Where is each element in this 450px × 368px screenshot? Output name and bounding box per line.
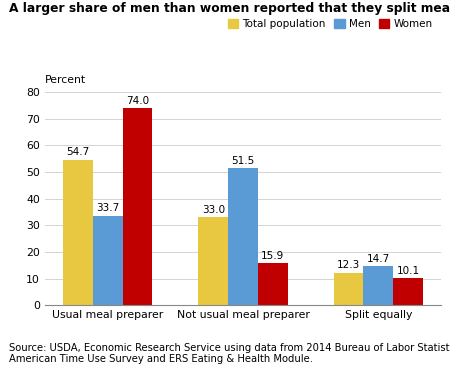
Text: 33.0: 33.0	[202, 205, 225, 215]
Text: 54.7: 54.7	[66, 147, 90, 158]
Bar	[228, 168, 258, 305]
Text: 10.1: 10.1	[396, 266, 420, 276]
Bar	[63, 159, 93, 305]
Text: 33.7: 33.7	[96, 204, 119, 213]
Bar	[393, 279, 423, 305]
Legend: Total population, Men, Women: Total population, Men, Women	[225, 16, 436, 32]
Text: 14.7: 14.7	[367, 254, 390, 264]
Bar	[258, 263, 288, 305]
Bar	[122, 108, 152, 305]
Text: 15.9: 15.9	[261, 251, 284, 261]
Text: 51.5: 51.5	[231, 156, 255, 166]
Bar	[198, 217, 228, 305]
Text: A larger share of men than women reported that they split meal preparation dutie: A larger share of men than women reporte…	[9, 2, 450, 15]
Text: Percent: Percent	[45, 75, 86, 85]
Text: 12.3: 12.3	[337, 261, 360, 270]
Bar	[93, 216, 122, 305]
Bar	[364, 266, 393, 305]
Text: Source: USDA, Economic Research Service using data from 2014 Bureau of Labor Sta: Source: USDA, Economic Research Service …	[9, 343, 450, 364]
Text: 74.0: 74.0	[126, 96, 149, 106]
Bar	[334, 273, 364, 305]
